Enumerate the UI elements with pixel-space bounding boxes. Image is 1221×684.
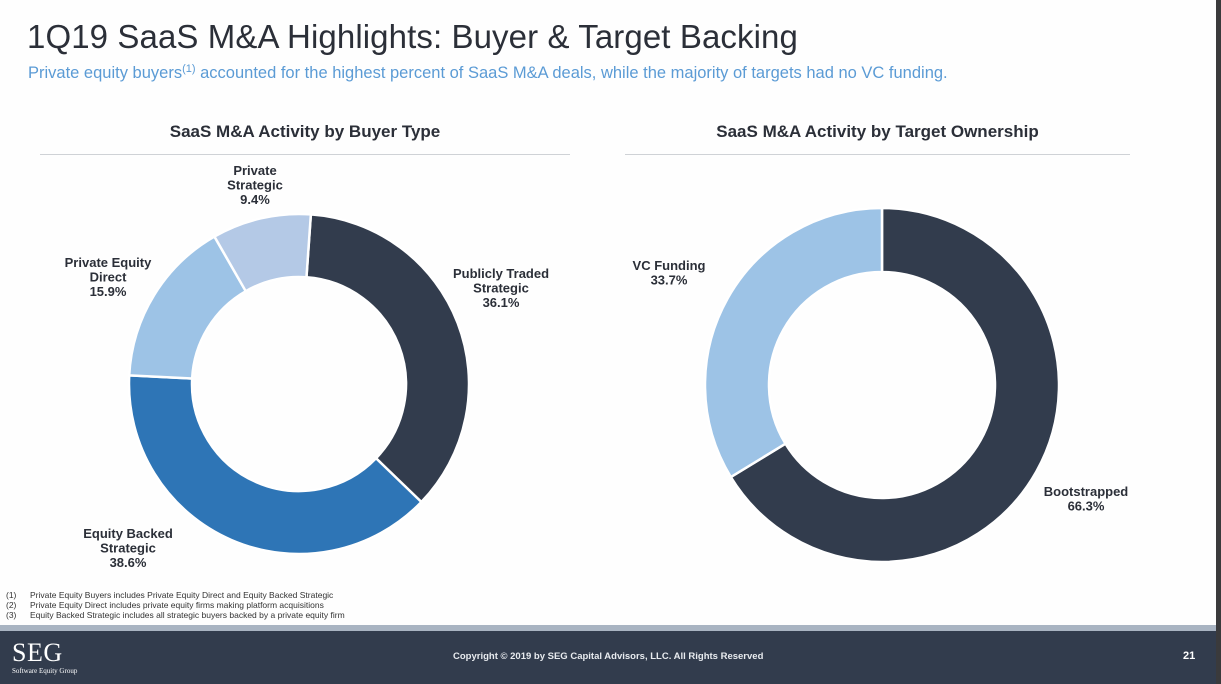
- chart-title-target-ownership: SaaS M&A Activity by Target Ownership: [716, 122, 1039, 141]
- slice-value-label: 66.3%: [1068, 499, 1105, 514]
- footnote-2: (2) Private Equity Direct includes privat…: [6, 600, 345, 610]
- chart-divider-buyer-type: [40, 154, 570, 155]
- donut-charts: Publicly Traded Strategic 36.1%Equity Back…: [65, 163, 1129, 570]
- slice-label: Bootstrapped 66.3%: [1044, 484, 1129, 514]
- window-edge: [1216, 0, 1221, 684]
- subtitle-footnote-ref: (1): [182, 63, 196, 75]
- copyright-notice: Copyright © 2019 by SEG Capital Advisors…: [453, 651, 764, 662]
- slice-value-label: 36.1%: [483, 295, 520, 310]
- page-number: 21: [1183, 650, 1196, 662]
- slice-value-label: 15.9%: [90, 284, 127, 299]
- donut-chart-buyer-type: Publicly Traded Strategic 36.1%Equity Back…: [65, 163, 549, 570]
- footnotes: (1) Private Equity Buyers includes Privat…: [6, 590, 345, 620]
- logo-tagline: Software Equity Group: [12, 667, 78, 675]
- chart-title-buyer-type: SaaS M&A Activity by Buyer Type: [169, 122, 441, 141]
- donut-chart-target-ownership: Bootstrapped 66.3% VC Funding 33.7%: [633, 206, 1129, 564]
- slice-category-label: Bootstrapped: [1044, 484, 1129, 499]
- footnote-number: (1): [6, 590, 17, 600]
- slice-category-label: Private Equity: [65, 255, 152, 270]
- slice-category-label: VC Funding: [633, 258, 706, 273]
- donut-slice-vc-funding: [703, 206, 884, 479]
- logo-wordmark: SEG: [12, 638, 63, 667]
- slice-category-label: Equity Backed: [83, 526, 173, 541]
- subtitle-text-start: Private equity buyers: [28, 64, 183, 82]
- slice-category-label: Strategic: [227, 178, 283, 193]
- slice-value-label: 33.7%: [651, 273, 688, 288]
- slice-category-label: Strategic: [100, 541, 156, 556]
- slice-label: VC Funding 33.7%: [633, 258, 706, 288]
- slice-value-label: 38.6%: [110, 555, 147, 570]
- footnote-text: Private Equity Direct includes private e…: [30, 600, 324, 610]
- slice-category-label: Strategic: [473, 281, 529, 296]
- footer-bar: [0, 631, 1216, 684]
- slice-label: Private Equity Direct 15.9%: [65, 255, 152, 299]
- footnote-1: (1) Private Equity Buyers includes Privat…: [6, 590, 345, 600]
- slice-category-label: Publicly Traded: [453, 266, 549, 281]
- footnote-3: (3) Equity Backed Strategic includes all …: [6, 610, 345, 620]
- slice-value-label: 9.4%: [240, 192, 270, 207]
- slice-label: Private Strategic 9.4%: [227, 163, 283, 207]
- page-subtitle: Private equity buyers(1) accounted for t…: [28, 64, 948, 83]
- subtitle-text-end: accounted for the highest percent of Saa…: [195, 64, 948, 82]
- slice-category-label: Private: [233, 163, 276, 178]
- donut-slice-equity-backed-strategic: [127, 374, 424, 556]
- footnote-number: (2): [6, 600, 17, 610]
- footnote-text: Private Equity Buyers includes Private E…: [30, 590, 334, 600]
- donut-slice-private-strategic: [212, 212, 313, 293]
- slice-label: Publicly Traded Strategic 36.1%: [453, 266, 549, 310]
- seg-logo: SEG Software Equity Group: [12, 640, 77, 676]
- chart-divider-target-ownership: [625, 154, 1130, 155]
- donut-slice-publicly-traded-strategic: [305, 213, 471, 504]
- footer-accent-line: [0, 625, 1216, 631]
- page-title: 1Q19 SaaS M&A Highlights: Buyer & Target…: [27, 18, 798, 55]
- slice-label: Equity Backed Strategic 38.6%: [83, 526, 173, 570]
- slice-category-label: Direct: [90, 270, 128, 285]
- donut-slice-bootstrapped: [729, 206, 1061, 564]
- footnote-text: Equity Backed Strategic includes all str…: [30, 610, 345, 620]
- footnote-number: (3): [6, 610, 17, 620]
